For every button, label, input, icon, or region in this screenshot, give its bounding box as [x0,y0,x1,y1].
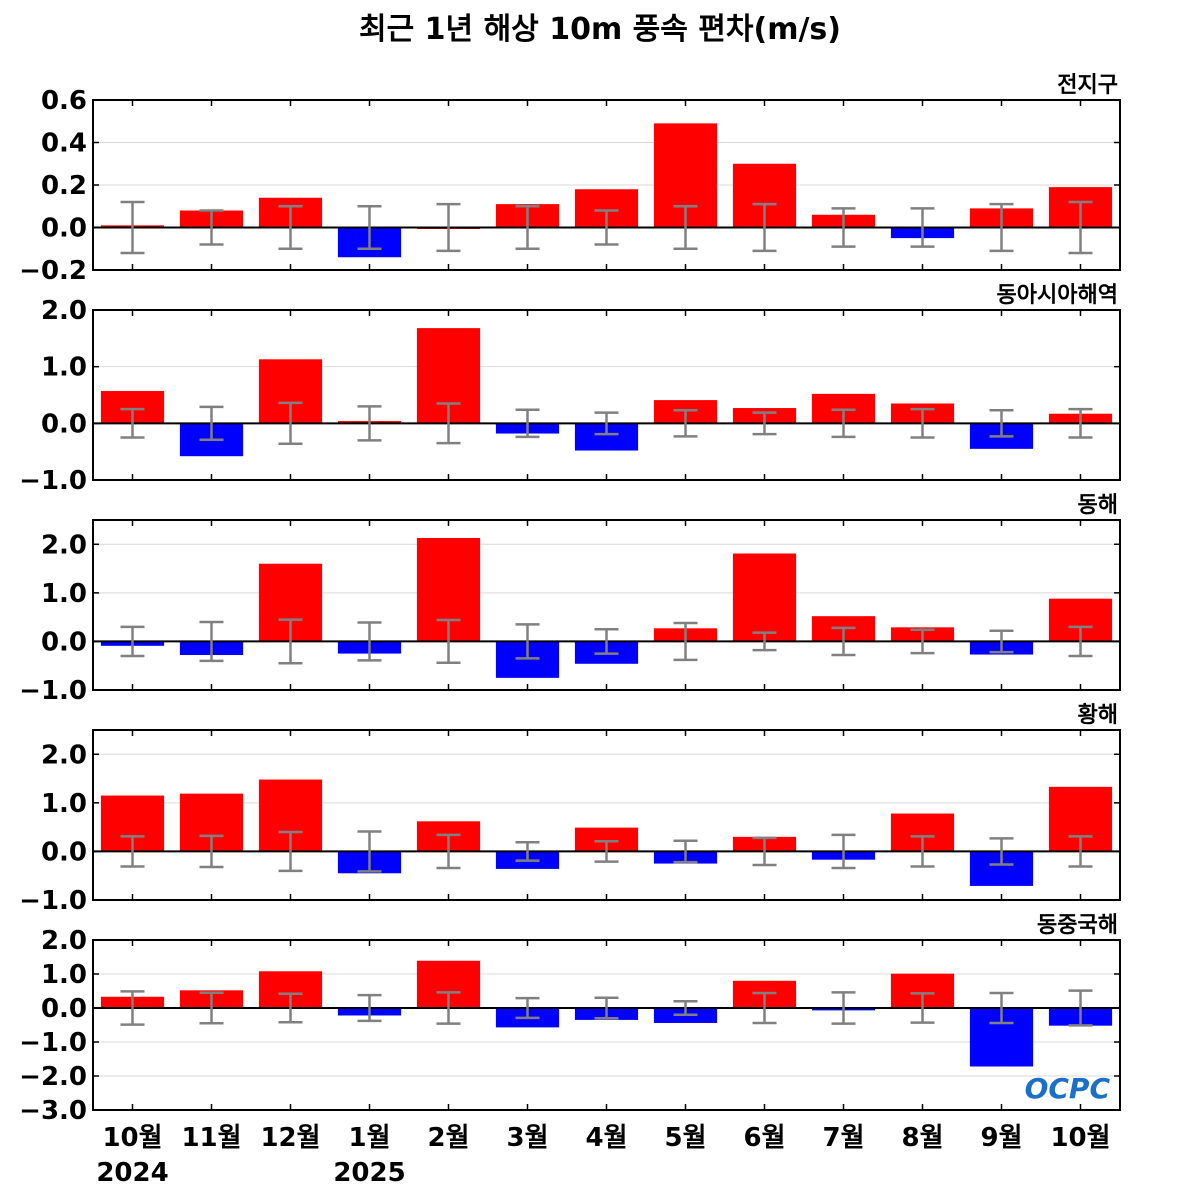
panel-2: −1.0 0.0 1.0 2.0 동아시아해역 [19,283,1121,496]
x-tick-label: 6월 [743,1123,785,1153]
y-tick-label: −2.0 [19,1062,87,1092]
y-tick-label: 0.0 [41,994,87,1024]
y-tick-label: 2.0 [41,740,87,770]
y-tick-label: 1.0 [41,353,87,383]
year-label: 2024 [96,1158,168,1188]
y-tick-label: −1.0 [19,466,87,496]
x-tick-label: 11월 [181,1123,241,1153]
y-tick-label: −1.0 [19,676,87,706]
bar [574,827,639,852]
logo-text: OCPC [1025,1072,1111,1105]
panel-frame [92,519,1121,691]
year-label: 2025 [333,1158,405,1188]
panel-3: −1.0 0.0 1.0 2.0 동해 [19,493,1121,706]
y-tick-label: 1.0 [41,579,87,609]
panel-frame [92,939,1121,1111]
y-tick-label: 0.0 [41,409,87,439]
y-tick-label: 1.0 [41,789,87,819]
x-tick-label: 9월 [980,1123,1022,1153]
y-tick-label: 2.0 [41,926,87,956]
y-tick-label: −3.0 [19,1096,87,1126]
y-tick-label: −0.2 [19,256,87,286]
panel-frame [92,729,1121,901]
x-tick-label: 12월 [260,1123,320,1153]
x-tick-label: 10월 [102,1123,162,1153]
x-tick-label: 8월 [901,1123,943,1153]
panel-1: −0.2 0.0 0.2 0.4 0.6 전지구 [19,73,1121,286]
panel-title: 전지구 [1057,73,1118,98]
ocpc-logo: OCPC [1025,1072,1111,1105]
y-tick-label: 0.2 [41,171,87,201]
y-tick-label: 2.0 [41,296,87,326]
y-tick-label: 0.6 [41,86,87,116]
x-tick-label: 5월 [664,1123,706,1153]
y-tick-label: 0.4 [41,129,87,159]
x-tick-label: 2월 [427,1123,469,1153]
panel-title: 동중국해 [1037,913,1118,938]
panel-4: −1.0 0.0 1.0 2.0 황해 [19,703,1121,916]
y-tick-label: 0.0 [41,837,87,867]
y-tick-label: 0.0 [41,627,87,657]
x-tick-label: 7월 [822,1123,864,1153]
y-tick-label: −1.0 [19,1028,87,1058]
panel-title: 동아시아해역 [997,283,1118,308]
bar [732,553,797,642]
panel-5: −3.0 −2.0 −1.0 0.0 1.0 2.0 동중국해 [19,913,1121,1126]
panel-title: 황해 [1078,703,1118,728]
y-tick-label: −1.0 [19,886,87,916]
y-tick-label: 2.0 [41,530,87,560]
x-tick-label: 10월 [1050,1123,1110,1153]
panel-title: 동해 [1078,493,1118,518]
panel-frame [92,309,1121,481]
x-axis-labels: 10월 11월 12월 1월 2월 3월 4월 5월 6월 7월 8월 9월 10월 2024 2025 [96,1123,1110,1188]
x-tick-label: 4월 [585,1123,627,1153]
chart-panels: −0.20.00.20.40.6전지구−1.00.01.02.0동아시아해역−1… [19,73,1121,1126]
y-tick-label: 1.0 [41,960,87,990]
y-tick-label: 0.0 [41,214,87,244]
chart-title: 최근 1년 해상 10m 풍속 편차(m/s) [359,12,841,47]
x-tick-label: 3월 [506,1123,548,1153]
x-tick-label: 1월 [348,1123,390,1153]
